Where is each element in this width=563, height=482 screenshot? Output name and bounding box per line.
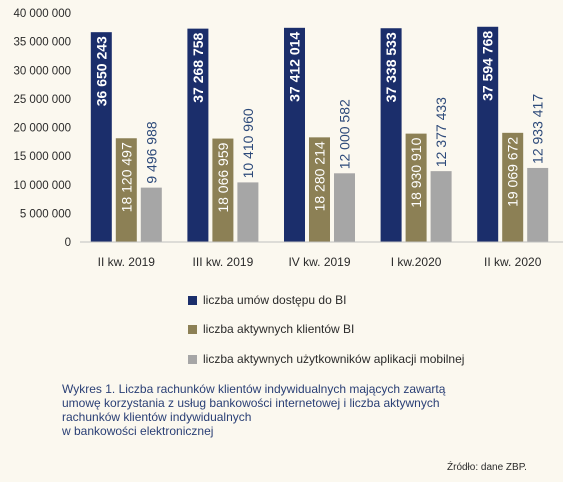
bar [380, 28, 402, 243]
bar-value-label: 12 377 433 [433, 97, 449, 167]
bar [527, 167, 549, 242]
bar [405, 133, 427, 242]
legend-item-active-clients: liczba aktywnych klientów BI [188, 322, 354, 336]
y-tick-label: 20 000 000 [13, 123, 71, 135]
bar [502, 132, 524, 242]
caption-line-2: umowę korzystania z usług bankowości int… [62, 396, 440, 410]
y-tick-label: 5 000 000 [20, 208, 71, 220]
bar [477, 26, 499, 242]
y-axis: 0 5 000 000 10 000 000 15 000 000 20 000 000… [13, 8, 71, 249]
bar [212, 138, 234, 242]
bars-group: 36 650 243 18 120 497 9 496 988 37 268 758 1… [90, 26, 549, 243]
y-tick-label: 25 000 000 [13, 94, 71, 106]
bar-value-label: 18 066 959 [215, 142, 231, 212]
source-note: Źródło: dane ZBP. [447, 462, 527, 473]
legend-swatch-mobile-users [188, 354, 197, 364]
bar [140, 187, 162, 242]
caption-line-1: Wykres 1. Liczba rachunków klientów indy… [62, 382, 446, 396]
legend-label-access-agreements: liczba umów dostępu do BI [203, 293, 347, 307]
bar-value-label: 9 496 988 [143, 121, 159, 183]
x-tick-label: IV kw. 2019 [288, 255, 350, 269]
bar-value-label: 37 412 014 [287, 32, 303, 102]
figure-caption: Wykres 1. Liczba rachunków klientów indy… [62, 382, 502, 438]
bar-value-label: 37 268 758 [190, 32, 206, 102]
bar [284, 27, 305, 242]
x-tick-label: III kw. 2019 [193, 255, 254, 269]
bar-value-label: 18 120 497 [118, 142, 134, 212]
legend-label-active-clients: liczba aktywnych klientów BI [203, 322, 355, 336]
bar-value-label: 37 338 533 [383, 32, 399, 102]
x-axis: II kw. 2019 III kw. 2019 IV kw. 2019 I kw.2… [80, 241, 563, 269]
x-tick-label: II kw. 2019 [98, 255, 156, 269]
bar-value-label: 10 410 960 [240, 108, 256, 178]
bar-value-label: 12 000 582 [337, 99, 353, 169]
y-tick-label: 15 000 000 [13, 151, 71, 163]
bar-value-label: 18 280 214 [312, 141, 328, 211]
x-tick-label: II kw. 2020 [484, 255, 542, 269]
bar [430, 171, 452, 242]
bar-value-label: 37 594 768 [480, 31, 496, 101]
bar [90, 32, 112, 242]
y-tick-label: 35 000 000 [13, 37, 71, 49]
bar-value-label: 19 069 672 [505, 137, 521, 207]
legend-swatch-access-agreements [188, 295, 197, 305]
legend-item-mobile-users: liczba aktywnych użytkowników aplikacji … [188, 352, 464, 366]
caption-line-4: w bankowości elektronicznej [62, 424, 214, 438]
bar [309, 137, 330, 242]
y-tick-label: 10 000 000 [13, 180, 71, 192]
legend-item-access-agreements: liczba umów dostępu do BI [188, 293, 346, 307]
bar [334, 173, 355, 242]
y-tick-label: 30 000 000 [13, 65, 71, 77]
bar [115, 138, 137, 242]
bar-value-label: 12 933 417 [530, 94, 546, 164]
caption-line-3: rachunków klientów indywidualnych [62, 410, 252, 424]
bar [237, 182, 259, 242]
y-tick-label: 0 [65, 237, 71, 249]
bar-value-label: 36 650 243 [93, 36, 109, 106]
legend-swatch-active-clients [188, 324, 197, 334]
x-tick-label: I kw.2020 [391, 255, 442, 269]
y-tick-label: 40 000 000 [13, 8, 71, 20]
bar [187, 28, 209, 243]
legend-label-mobile-users: liczba aktywnych użytkowników aplikacji … [203, 352, 465, 366]
bar-value-label: 18 930 910 [408, 137, 424, 207]
